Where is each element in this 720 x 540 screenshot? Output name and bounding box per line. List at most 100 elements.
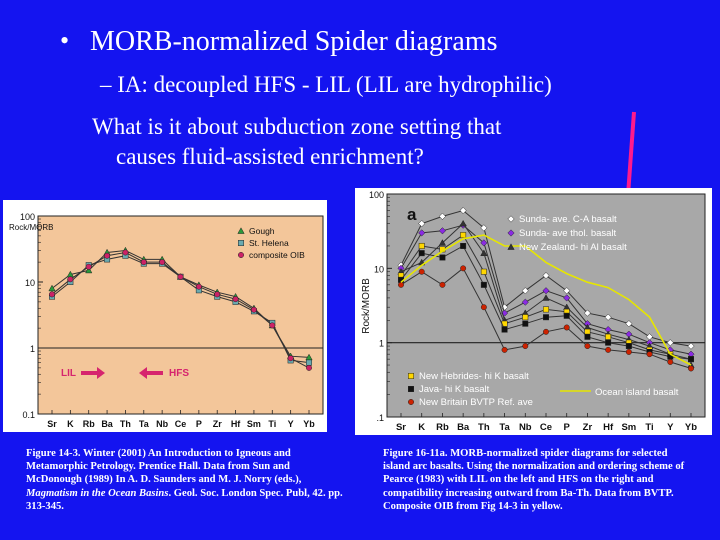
legend-marker — [408, 399, 414, 405]
x-tick-label: Sm — [621, 422, 636, 433]
data-point — [501, 346, 508, 353]
legend-label: Sunda- ave. C-A basalt — [519, 214, 617, 225]
data-point — [501, 326, 508, 333]
data-point — [140, 259, 147, 266]
data-point — [177, 273, 184, 280]
x-tick-label: K — [67, 419, 74, 429]
series-line-ocean-island-basalt — [400, 234, 692, 366]
oib-spider-chart: 100 10 1 0.1 Sr K Rb Ba Th Ta Nb Ce P Zr Hf Sm Ti Y Yb Rock… — [3, 200, 327, 432]
data-point — [542, 287, 550, 295]
x-tick-label: Yb — [685, 422, 697, 433]
question-line-1: What is it about subduction zone setting… — [92, 114, 502, 139]
data-point — [48, 284, 56, 292]
data-point — [49, 291, 55, 298]
y-axis-label: Rock/MORB — [9, 223, 53, 232]
x-tick-label: Ce — [540, 422, 552, 433]
data-point — [605, 339, 612, 346]
x-tick-label: Ce — [175, 419, 187, 429]
data-point — [85, 263, 92, 270]
x-tick-label: P — [196, 419, 202, 429]
x-tick-label: Ti — [268, 419, 276, 429]
data-point — [480, 239, 488, 247]
x-tick-label: Sr — [47, 419, 57, 429]
x-tick-label: Ta — [499, 422, 510, 433]
x-tick-label: Nb — [519, 422, 532, 433]
data-point — [625, 348, 632, 355]
y-tick-label: 100 — [20, 212, 35, 222]
data-point — [214, 291, 221, 298]
y-tick-label: .1 — [376, 413, 384, 423]
x-tick-label: Zr — [213, 419, 222, 429]
data-point — [605, 346, 612, 353]
data-point — [460, 232, 467, 239]
x-tick-label: P — [564, 422, 571, 433]
data-point — [687, 342, 695, 350]
x-tick-label: Ti — [645, 422, 653, 433]
data-point — [480, 224, 488, 232]
data-point — [522, 343, 529, 350]
caption-right: Figure 16-11a. MORB-normalized spider di… — [383, 448, 685, 512]
data-point — [439, 254, 446, 261]
data-point — [67, 276, 74, 283]
y-axis-label: Rock/MORB — [361, 278, 372, 334]
data-point — [543, 306, 549, 313]
legend-marker — [507, 215, 515, 223]
data-point — [438, 239, 447, 246]
data-point — [563, 287, 571, 295]
legend-label: New Hebrides- hi K basalt — [419, 371, 529, 382]
x-tick-label: Yb — [303, 419, 315, 429]
x-tick-label: Sm — [247, 419, 261, 429]
legend-marker — [408, 373, 414, 379]
data-point — [666, 339, 674, 347]
data-point — [459, 206, 467, 215]
slide-subtitle: – IA: decoupled HFS - LIL (LIL are hydro… — [100, 72, 552, 97]
y-tick-label: 10 — [25, 278, 35, 288]
legend-marker — [238, 240, 244, 246]
data-point — [563, 294, 571, 302]
x-tick-label: Hf — [603, 422, 614, 433]
data-point — [667, 358, 674, 365]
data-point — [418, 242, 425, 249]
data-point — [269, 322, 276, 329]
data-point — [584, 343, 591, 350]
data-point — [563, 312, 570, 319]
data-point — [688, 356, 694, 363]
annotation-lil: LIL — [61, 368, 76, 379]
y-tick-label: 10 — [374, 264, 384, 274]
y-tick-label: 0.1 — [22, 410, 35, 420]
legend-label: New Britain BVTP Ref. ave — [419, 397, 533, 408]
x-tick-label: Rb — [436, 422, 449, 433]
data-point — [159, 259, 166, 266]
data-point — [398, 281, 404, 288]
y-tick-label: 1 — [30, 344, 35, 354]
hfs-arrow — [139, 367, 163, 379]
legend-marker — [237, 227, 245, 234]
data-point — [604, 313, 612, 321]
data-point — [104, 252, 111, 259]
legend-marker — [408, 386, 414, 392]
lil-arrow — [81, 367, 105, 379]
legend-label: Java- hi K basalt — [419, 384, 490, 395]
data-point — [480, 281, 487, 288]
data-point — [287, 355, 294, 362]
panel-label: a — [407, 205, 417, 224]
data-point — [480, 268, 487, 275]
data-point — [688, 365, 694, 372]
data-point — [543, 314, 549, 321]
y-tick-label: 100 — [369, 190, 384, 200]
x-tick-label: Hf — [231, 419, 241, 429]
data-point — [522, 314, 529, 321]
x-tick-label: Nb — [156, 419, 168, 429]
data-point — [250, 306, 257, 313]
legend-label: St. Helena — [249, 238, 289, 248]
data-point — [584, 333, 591, 340]
data-point — [521, 287, 529, 295]
data-point — [195, 283, 202, 290]
legend-label: Gough — [249, 226, 275, 236]
data-point — [584, 328, 591, 335]
data-point — [439, 281, 446, 288]
x-tick-label: Th — [120, 419, 131, 429]
data-point — [306, 359, 312, 366]
data-point — [583, 309, 591, 317]
annotation-hfs: HFS — [169, 368, 189, 379]
